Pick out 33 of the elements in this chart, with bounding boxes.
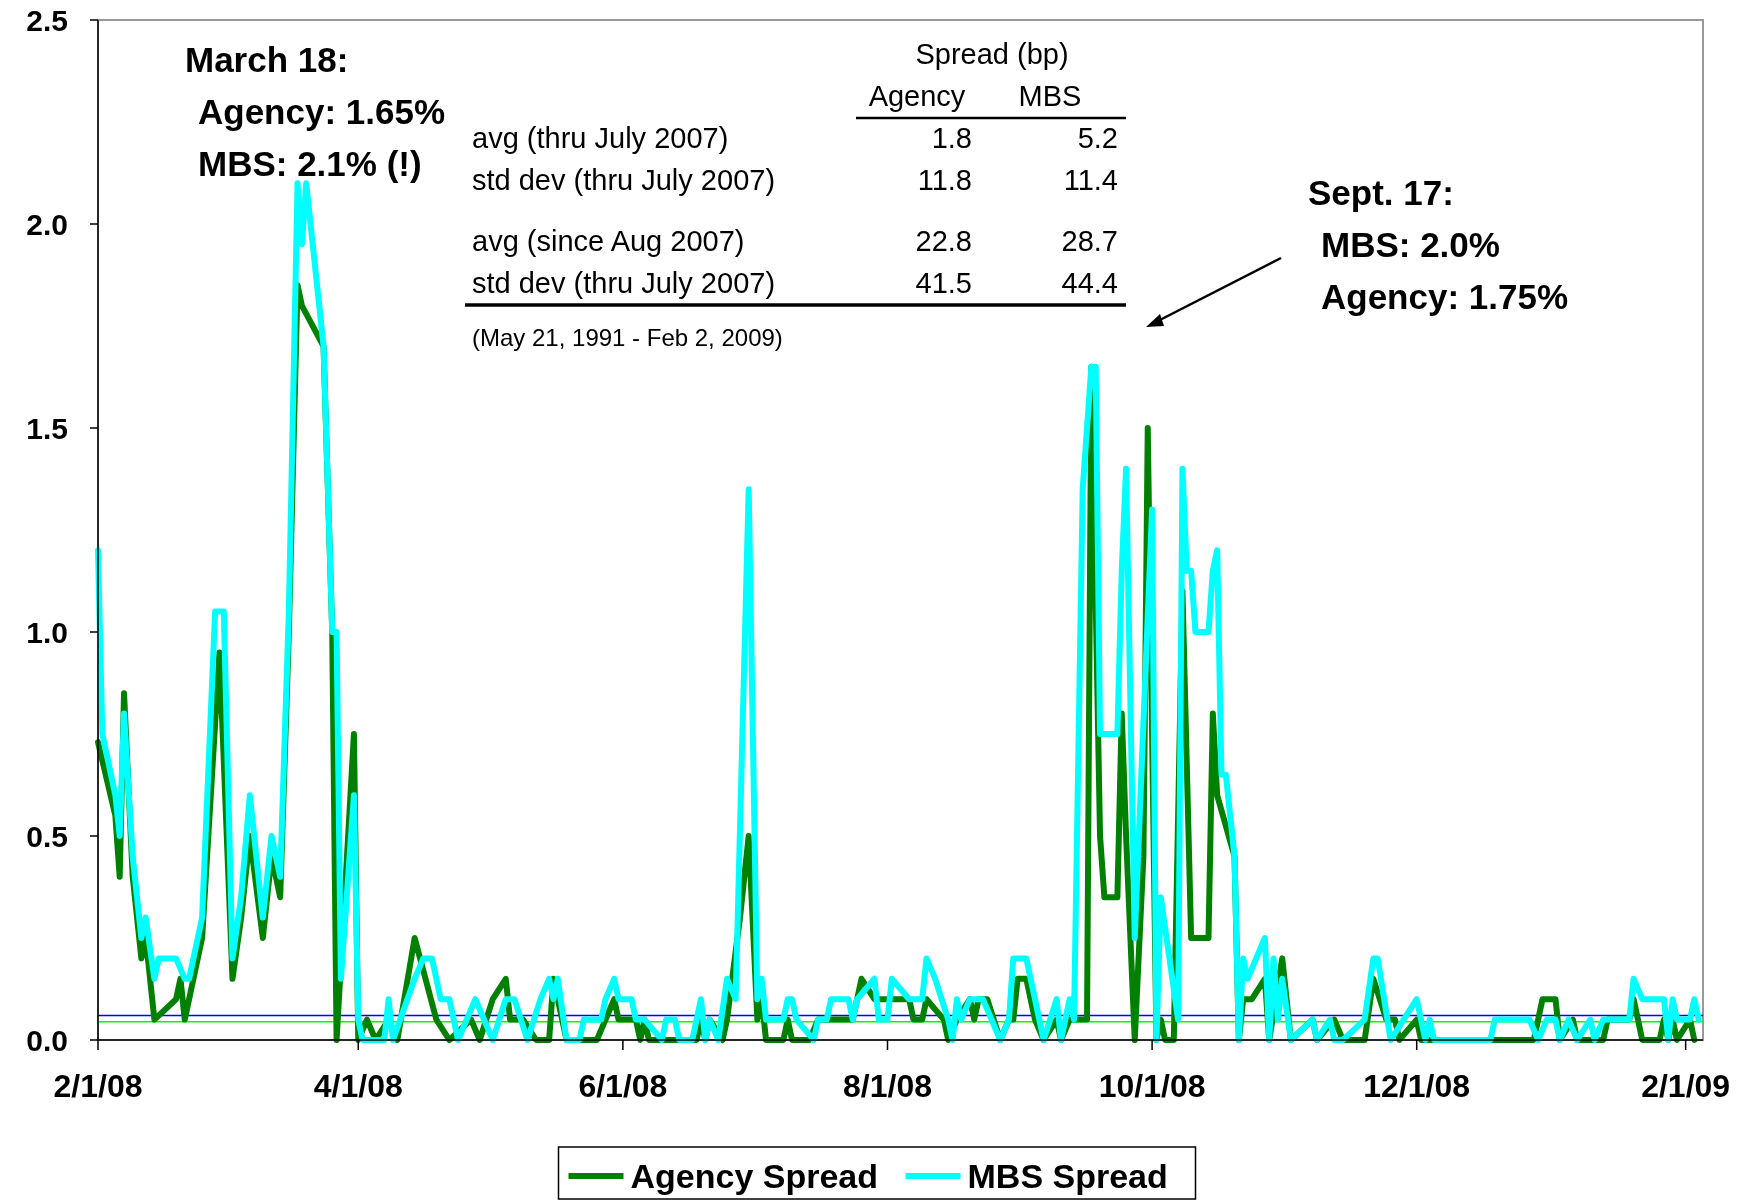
annotation: 11.8 bbox=[917, 164, 972, 196]
annotation: 44.4 bbox=[1061, 267, 1118, 299]
y-tick-label: 2.5 bbox=[26, 3, 68, 37]
legend-label: MBS Spread bbox=[967, 1156, 1168, 1195]
annotation: 41.5 bbox=[915, 267, 972, 299]
annotation: avg (since Aug 2007) bbox=[472, 225, 745, 257]
annotation: std dev (thru July 2007) bbox=[472, 164, 776, 196]
y-tick-label: 0.0 bbox=[26, 1023, 68, 1057]
x-tick-label: 12/1/08 bbox=[1363, 1068, 1471, 1104]
x-tick-label: 10/1/08 bbox=[1098, 1068, 1206, 1104]
x-tick-label: 8/1/08 bbox=[843, 1068, 932, 1104]
x-tick-label: 2/1/08 bbox=[53, 1068, 143, 1104]
x-tick-label: 6/1/08 bbox=[578, 1068, 668, 1104]
annotation: March 18: Agency: 1.65% MBS: 2.1% (!) bbox=[185, 40, 446, 183]
y-tick-label: 0.5 bbox=[26, 819, 68, 853]
annotation: Spread (bp) bbox=[915, 38, 1069, 70]
annotation: Sept. 17: MBS: 2.0% Agency: 1.75% bbox=[1308, 173, 1569, 316]
y-tick-label: 1.0 bbox=[26, 615, 68, 649]
annotation: Agency bbox=[868, 80, 966, 112]
annotation: 1.8 bbox=[931, 122, 972, 154]
annotation: 28.7 bbox=[1061, 225, 1118, 257]
x-tick-label: 2/1/09 bbox=[1641, 1068, 1731, 1104]
legend-label: Agency Spread bbox=[630, 1156, 879, 1195]
annotation: 5.2 bbox=[1077, 122, 1118, 154]
x-tick-label: 4/1/08 bbox=[313, 1068, 403, 1104]
annotation: MBS bbox=[1018, 80, 1082, 112]
annotation: std dev (thru July 2007) bbox=[472, 267, 776, 299]
annotation: 11.4 bbox=[1063, 164, 1118, 196]
annotation: avg (thru July 2007) bbox=[472, 122, 729, 154]
annotation: 22.8 bbox=[915, 225, 972, 257]
y-tick-label: 2.0 bbox=[26, 207, 68, 241]
y-tick-label: 1.5 bbox=[26, 411, 68, 445]
annotation: (May 21, 1991 - Feb 2, 2009) bbox=[472, 324, 783, 351]
